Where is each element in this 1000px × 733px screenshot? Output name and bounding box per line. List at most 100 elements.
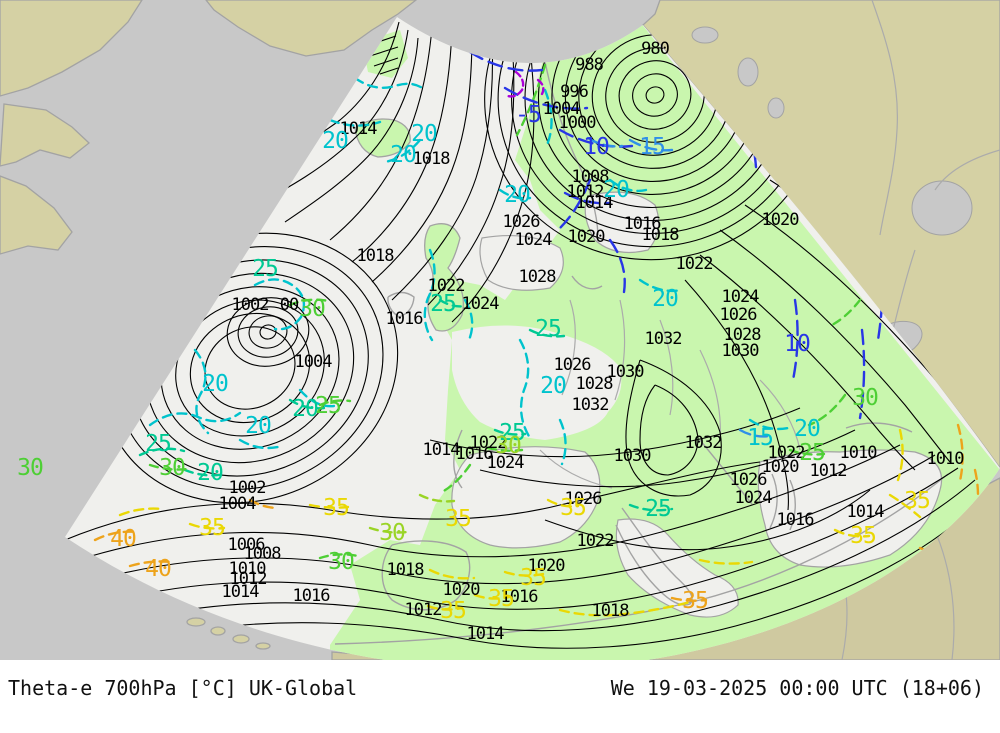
- theta-label: 25: [430, 291, 456, 317]
- theta-label: 25: [645, 496, 671, 522]
- pressure-label: 1014: [467, 624, 505, 644]
- island-canary-4: [255, 642, 271, 650]
- theta-label: 25: [799, 440, 825, 466]
- pressure-label: 1016: [777, 510, 815, 530]
- theta-labels: -510 151015202020202020202020202020252525…: [17, 102, 931, 624]
- pressure-label: 1032: [685, 433, 722, 453]
- theta-20-cyan: [148, 76, 790, 466]
- theta-label: 35: [323, 495, 349, 521]
- pressure-label: 1014: [576, 193, 614, 213]
- coast-greece-1: [769, 473, 778, 529]
- theta-35-yellow: [118, 428, 922, 617]
- island-canary-3: [232, 634, 250, 644]
- pressure-label: 1018: [357, 246, 395, 266]
- theta-label: 20: [202, 371, 228, 397]
- coast-biscay: [453, 429, 463, 489]
- coast-ireland: [387, 291, 415, 318]
- pressure-label: 1032: [572, 395, 609, 415]
- pressure-label: 1026: [565, 489, 603, 509]
- pressure-label: 1004: [543, 99, 581, 119]
- theta-label: 20: [322, 128, 348, 154]
- theta-label: 35: [488, 586, 514, 612]
- isobar-ring: [259, 324, 277, 340]
- central-mediterranean: [615, 518, 739, 618]
- pressure-label: 1026: [730, 470, 768, 490]
- theta-label: 25: [145, 431, 171, 457]
- theta-label: 20: [794, 416, 820, 442]
- theta-label: 20: [292, 396, 318, 422]
- pressure-label: 1020: [762, 457, 800, 477]
- coast-adriatic: [699, 439, 753, 505]
- isobar-ring: [237, 306, 299, 358]
- pressure-label: 996: [560, 82, 588, 102]
- theta-label: 35: [520, 565, 546, 591]
- theta-label: 35: [560, 495, 586, 521]
- land-canada-north: [0, 0, 143, 97]
- theta-label: -5: [515, 102, 541, 128]
- land-labrador: [0, 175, 73, 255]
- pressure-label: 1012: [405, 600, 442, 620]
- pressure-label: 1016: [456, 444, 494, 464]
- east-mediterranean: [757, 449, 943, 568]
- theta-label: 30: [495, 433, 521, 459]
- pressure-label: 1022: [470, 433, 507, 453]
- theta-30-yellowgreen: [368, 493, 456, 534]
- pressure-label: 1024: [735, 488, 773, 508]
- pressure-label: 1026: [503, 212, 541, 232]
- theta-label: 20: [603, 177, 629, 203]
- isobar-ring: [175, 299, 325, 437]
- pressure-label: 1018: [387, 560, 425, 580]
- north-sea: [479, 234, 564, 291]
- theta-label: 10: [583, 134, 609, 160]
- pressure-label: 1022: [428, 276, 465, 296]
- theta-label: 25: [535, 316, 561, 342]
- pressure-label: 1028: [519, 267, 557, 287]
- theta-label: 20: [197, 460, 223, 486]
- theta-label: 35: [445, 506, 471, 532]
- theta-label: 30: [379, 520, 405, 546]
- theta-label: 30: [17, 455, 43, 481]
- pressure-label: 1002: [232, 295, 269, 315]
- island-canary-1: [186, 617, 206, 627]
- pressure-label: 1004: [295, 352, 333, 372]
- coast-iberia: [381, 540, 471, 611]
- theta-label: 20: [652, 286, 678, 312]
- isobar-ring: [632, 73, 678, 117]
- theta-label: 10: [784, 331, 810, 357]
- theta-label: 30: [159, 455, 185, 481]
- theta-label: 25: [499, 420, 525, 446]
- land-canada-island: [0, 103, 90, 167]
- theta-label: 40: [145, 556, 171, 582]
- theta-lightblue: [586, 136, 772, 438]
- pressure-label: 1014: [340, 119, 378, 139]
- pressure-label: 1010: [229, 559, 267, 579]
- pressure-label: 1006: [228, 535, 266, 555]
- pressure-label: 1016: [293, 586, 331, 606]
- theta-label: 15: [639, 134, 665, 160]
- pressure-label: 1030: [614, 446, 652, 466]
- isobar-ring: [645, 86, 665, 104]
- pressure-label: 1014: [847, 502, 885, 522]
- theta-label: 20: [390, 142, 416, 168]
- pressure-label: 1020: [762, 210, 800, 230]
- theta-label: 30: [299, 296, 325, 322]
- pressure-label: 1014: [423, 440, 461, 460]
- pressure-label: 1026: [720, 305, 758, 325]
- pressure-label: 1022: [768, 443, 805, 463]
- pressure-label: 00: [280, 295, 299, 315]
- pressure-label: 1008: [244, 544, 282, 564]
- caption-parameter: Theta-e 700hPa [°C] UK-Global: [8, 676, 358, 700]
- pressure-label: 1020: [443, 580, 481, 600]
- theta-label: 35: [440, 598, 466, 624]
- pressure-label: 1022: [577, 531, 614, 551]
- isobar-ring: [189, 312, 311, 424]
- weather-map: 9809889961004100010141018100810121014101…: [0, 0, 1000, 660]
- pressure-label: 1010: [840, 443, 878, 463]
- pressure-label: 1032: [645, 329, 682, 349]
- theta-label: 35: [904, 488, 930, 514]
- pressure-label: 1016: [386, 309, 424, 329]
- caption-datetime: We 19-03-2025 00:00 UTC (18+06): [610, 676, 984, 700]
- pressure-label: 1028: [576, 374, 614, 394]
- land-greenland: [205, 0, 418, 57]
- pressure-label: 1000: [559, 113, 597, 133]
